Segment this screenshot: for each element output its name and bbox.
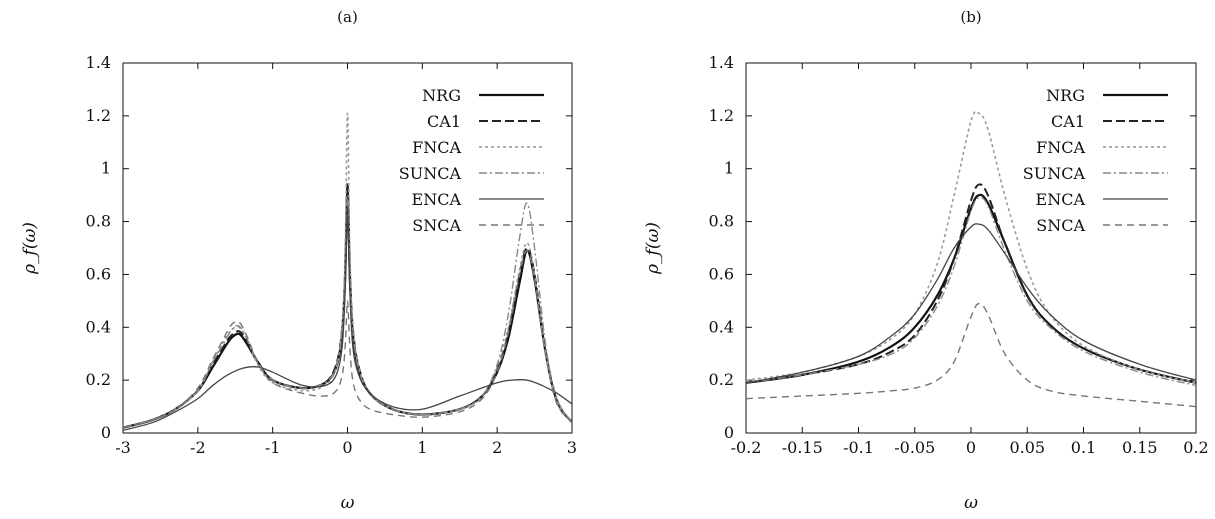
y-tick-label: 0 — [101, 423, 111, 442]
series-group — [123, 112, 572, 431]
series-line-enca — [746, 223, 1196, 384]
legend-label: NRG — [1046, 86, 1085, 105]
y-tick-label: 1 — [724, 159, 734, 178]
x-tick-label: 0 — [966, 438, 976, 457]
series-line-snca — [746, 302, 1196, 408]
y-tick-label: 1.4 — [86, 53, 111, 72]
legend-label: CA1 — [1051, 112, 1085, 131]
x-tick-label: -0.15 — [782, 438, 823, 457]
series-line-sunca — [123, 194, 572, 429]
y-tick-label: 0.4 — [86, 317, 111, 336]
y-tick-label: 0.2 — [709, 370, 734, 389]
x-tick-label: 3 — [567, 438, 577, 457]
legend-label: CA1 — [427, 112, 461, 131]
legend-label: ENCA — [412, 190, 462, 209]
panel-label: (a) — [337, 8, 358, 26]
y-axis-title: ρ_f(ω) — [643, 222, 663, 275]
y-tick-label: 0.4 — [709, 317, 734, 336]
y-tick-label: 0.6 — [86, 264, 111, 283]
y-tick-label: 0.6 — [709, 264, 734, 283]
legend-label: ENCA — [1036, 190, 1086, 209]
x-tick-label: -2 — [190, 438, 206, 457]
panel-label: (b) — [960, 8, 981, 26]
x-tick-label: 0.1 — [1071, 438, 1096, 457]
x-tick-label: -3 — [115, 438, 131, 457]
x-tick-label: 1 — [417, 438, 427, 457]
x-tick-label: 0.05 — [1009, 438, 1045, 457]
legend-label: FNCA — [412, 138, 461, 157]
y-tick-label: 1.4 — [709, 53, 734, 72]
y-tick-label: 1.2 — [709, 106, 734, 125]
legend-label: SUNCA — [1023, 164, 1086, 183]
legend-label: SNCA — [1036, 216, 1085, 235]
x-tick-label: -0.05 — [894, 438, 935, 457]
chart-panel-1: (b) -0.2 -0.15 -0.1 -0.05 0 0.05 0.1 0.15 0.2 0 0.2… — [643, 8, 1209, 513]
x-tick-label: -0.2 — [731, 438, 762, 457]
legend-label: NRG — [422, 86, 461, 105]
series-line-snca — [123, 249, 572, 429]
legend-label: SUNCA — [399, 164, 462, 183]
series-line-fnca — [123, 112, 572, 429]
y-axis-title: ρ_f(ω) — [20, 222, 40, 275]
series-line-sunca — [746, 196, 1196, 387]
x-tick-label: 0.15 — [1122, 438, 1158, 457]
y-tick-label: 0 — [724, 423, 734, 442]
x-axis-title: ω — [964, 493, 978, 513]
x-tick-label: 0 — [342, 438, 352, 457]
y-tick-label: 1.2 — [86, 106, 111, 125]
x-tick-label: -1 — [265, 438, 281, 457]
chart-panel-0: (a) -3 -2 -1 0 1 2 3 0 0.2 0.4 0.6 0.8 1 1.2 1.4 ω ρ_f(ω)… — [20, 8, 577, 513]
x-tick-label: 0.2 — [1183, 438, 1208, 457]
x-axis-title: ω — [341, 493, 355, 513]
legend-label: SNCA — [412, 216, 461, 235]
x-tick-label: 2 — [492, 438, 502, 457]
series-group — [746, 110, 1196, 408]
y-tick-label: 0.8 — [709, 212, 734, 231]
series-line-enca — [123, 207, 572, 431]
series-line-nrg — [746, 193, 1196, 384]
y-tick-label: 0.8 — [86, 212, 111, 231]
series-line-ca1 — [746, 183, 1196, 384]
x-tick-label: -0.1 — [843, 438, 874, 457]
series-line-fnca — [746, 110, 1196, 384]
legend-label: FNCA — [1036, 138, 1085, 157]
y-tick-label: 1 — [101, 159, 111, 178]
y-tick-label: 0.2 — [86, 370, 111, 389]
